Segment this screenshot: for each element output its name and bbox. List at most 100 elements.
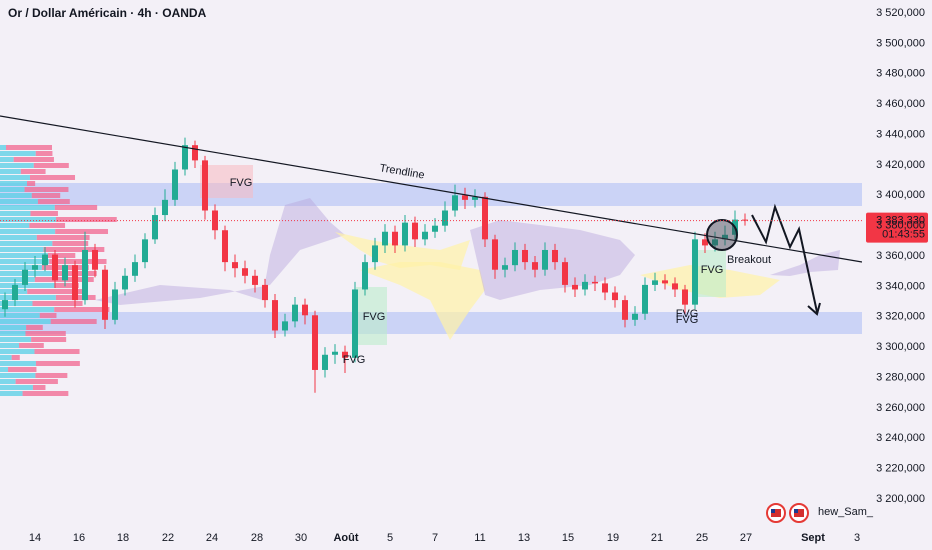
y-tick-label: 3 220,000 — [876, 463, 925, 475]
profile-bar — [0, 217, 56, 222]
candle-body — [52, 254, 58, 281]
arrow-head — [807, 302, 821, 316]
watermark: hew_Sam_ — [818, 506, 874, 518]
candle-body — [442, 210, 448, 226]
y-tick-label: 3 380,000 — [876, 220, 925, 232]
countdown: 01:43:55 — [882, 229, 925, 241]
y-axis-area — [862, 0, 932, 550]
profile-bar — [30, 211, 58, 216]
profile-bar — [43, 247, 105, 252]
ichimoku-cloud — [95, 198, 345, 305]
candle-body — [182, 145, 188, 170]
profile-bar — [55, 217, 117, 222]
candle-body — [582, 281, 588, 290]
fvg-label: FVG — [363, 311, 386, 323]
fvg-box — [200, 165, 253, 198]
profile-bar — [52, 241, 89, 246]
x-tick-label: 27 — [740, 532, 752, 544]
profile-bar — [0, 151, 36, 156]
candle-body — [502, 265, 508, 270]
y-tick-label: 3 440,000 — [876, 128, 925, 140]
candle-body — [272, 300, 278, 331]
y-tick-label: 3 320,000 — [876, 311, 925, 323]
candle-body — [232, 262, 238, 269]
x-tick-label: 21 — [651, 532, 663, 544]
profile-bar — [25, 331, 66, 336]
profile-bar — [49, 259, 107, 264]
profile-bar — [0, 367, 9, 372]
candle-body — [702, 239, 708, 246]
profile-bar — [39, 313, 57, 318]
fvg-box — [356, 287, 387, 345]
x-tick-label: 25 — [696, 532, 708, 544]
profile-bar — [0, 193, 32, 198]
profile-bar — [0, 349, 35, 354]
candle-body — [202, 160, 208, 211]
candle-body — [632, 313, 638, 320]
candle-body — [82, 249, 88, 301]
candle-body — [242, 268, 248, 276]
candle-body — [102, 269, 108, 320]
profile-bar — [0, 295, 56, 300]
profile-bar — [26, 325, 43, 330]
profile-bar — [32, 301, 83, 306]
x-tick-label: 19 — [607, 532, 619, 544]
y-tick-label: 3 400,000 — [876, 189, 925, 201]
fvg-label: FVG — [343, 354, 366, 366]
candle-body — [432, 225, 438, 232]
y-tick-label: 3 360,000 — [876, 250, 925, 262]
fvg-label: FVG — [701, 264, 724, 276]
profile-bar — [0, 223, 30, 228]
candle-body — [522, 249, 528, 263]
candle-body — [402, 222, 408, 246]
profile-bar — [19, 343, 44, 348]
candle-body — [292, 304, 298, 322]
candle-body — [42, 254, 48, 266]
candle-body — [552, 249, 558, 263]
volume-profile — [0, 145, 117, 396]
chart-title: Or / Dollar Américain · 4h · OANDA — [8, 6, 207, 20]
ichimoku-cloud — [335, 232, 470, 270]
candle-body — [132, 262, 138, 276]
profile-bar — [0, 385, 33, 390]
x-tick-label: 18 — [117, 532, 129, 544]
profile-bar — [35, 373, 68, 378]
profile-bar — [0, 229, 56, 234]
fvg-label: FVG — [676, 314, 699, 326]
candle-body — [492, 239, 498, 270]
profile-bar — [54, 307, 110, 312]
profile-bar — [0, 319, 51, 324]
candle-body — [142, 239, 148, 263]
candle-body — [672, 283, 678, 290]
profile-bar — [26, 181, 36, 186]
candle-body — [222, 230, 228, 263]
profile-bar — [0, 355, 12, 360]
flag — [794, 509, 804, 517]
profile-bar — [0, 145, 6, 150]
candle-body — [742, 219, 748, 221]
profile-bar — [0, 265, 42, 270]
x-tick-label: 5 — [387, 532, 393, 544]
x-tick-label: 7 — [432, 532, 438, 544]
candle-body — [262, 284, 268, 301]
flag — [771, 509, 781, 517]
breakout-label: Breakout — [727, 254, 771, 266]
profile-bar — [0, 181, 27, 186]
profile-bar — [0, 205, 55, 210]
x-tick-label: 15 — [562, 532, 574, 544]
candle-body — [152, 215, 158, 240]
y-tick-label: 3 300,000 — [876, 341, 925, 353]
candle-body — [192, 145, 198, 161]
profile-bar — [0, 163, 34, 168]
y-tick-label: 3 500,000 — [876, 37, 925, 49]
y-tick-label: 3 340,000 — [876, 280, 925, 292]
profile-bar — [31, 193, 61, 198]
profile-bar — [0, 259, 50, 264]
y-tick-label: 3 200,000 — [876, 493, 925, 505]
profile-bar — [0, 337, 32, 342]
y-tick-label: 3 260,000 — [876, 402, 925, 414]
profile-bar — [0, 307, 55, 312]
profile-bar — [55, 229, 109, 234]
